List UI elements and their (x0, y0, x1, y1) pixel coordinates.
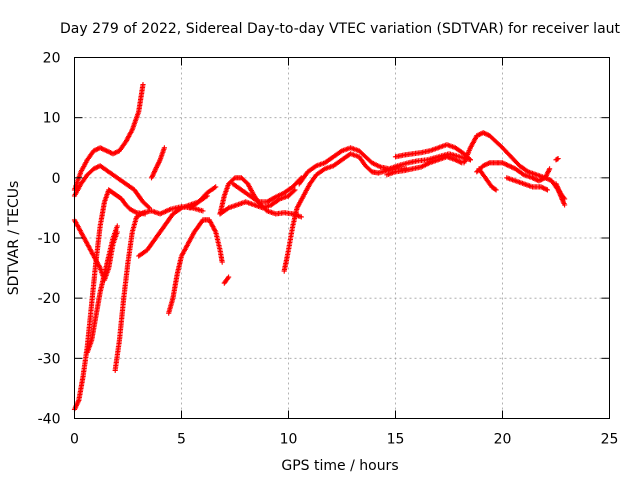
series-arc-8 (148, 145, 167, 181)
y-tick-label: 20 (43, 51, 61, 67)
series-markers (230, 175, 304, 205)
series-arc-20 (474, 160, 553, 184)
series-markers (384, 154, 465, 178)
series-arc-2 (71, 82, 146, 193)
series-markers (71, 82, 146, 193)
y-tick-label: -30 (38, 351, 61, 367)
series-markers (281, 151, 409, 274)
series-markers (217, 175, 304, 220)
x-tick-label: 20 (494, 432, 512, 448)
series-arc-23 (553, 156, 561, 163)
series-arc-24 (553, 181, 568, 202)
y-tick-label: -10 (38, 231, 61, 247)
series-arc-6 (112, 204, 206, 373)
series-arc-17 (392, 142, 473, 163)
series-markers (217, 187, 298, 217)
data-points (71, 82, 568, 413)
x-tick-label: 15 (387, 432, 405, 448)
series-markers (187, 184, 219, 211)
y-tick-label: 0 (52, 171, 61, 187)
series-markers (553, 156, 561, 163)
series-arc-14 (230, 175, 304, 205)
series-markers (221, 274, 232, 286)
y-axis-label: SDTVAR / TECUs (6, 181, 22, 296)
y-tick-label: -40 (38, 412, 61, 428)
series-arc-22 (504, 175, 550, 193)
series-arc-10 (187, 184, 219, 211)
x-tick-label: 25 (601, 432, 619, 448)
series-markers (504, 175, 550, 193)
series-arc-9 (166, 217, 225, 316)
series-arc-5 (84, 223, 120, 355)
series-arc-18 (384, 154, 465, 178)
y-tick-label: 10 (43, 111, 61, 127)
series-markers (148, 145, 167, 181)
series-markers (84, 223, 120, 355)
tick-labels: 0 5 10 15 20 25 -40 -30 -20 -10 0 10 20 (38, 51, 619, 448)
chart-title: Day 279 of 2022, Sidereal Day-to-day VTE… (60, 21, 621, 37)
series-markers (476, 166, 499, 193)
series-markers (474, 160, 553, 184)
series-markers (112, 204, 206, 373)
series-arc-21 (476, 166, 499, 193)
x-axis-label: GPS time / hours (281, 458, 398, 474)
series-markers (553, 181, 568, 202)
x-tick-label: 0 (70, 432, 79, 448)
grid (74, 57, 610, 419)
series-markers (392, 142, 473, 163)
series-arc-13 (217, 187, 298, 217)
x-tick-label: 10 (280, 432, 298, 448)
axis-ticks (74, 57, 610, 419)
series-markers (296, 145, 473, 187)
x-tick-label: 5 (177, 432, 186, 448)
series-arc-12 (217, 175, 304, 220)
y-tick-label: -20 (38, 291, 61, 307)
series-arc-11 (221, 274, 232, 286)
series-markers (166, 217, 225, 316)
series-arc-15 (281, 151, 409, 274)
series-arc-16 (296, 145, 473, 187)
